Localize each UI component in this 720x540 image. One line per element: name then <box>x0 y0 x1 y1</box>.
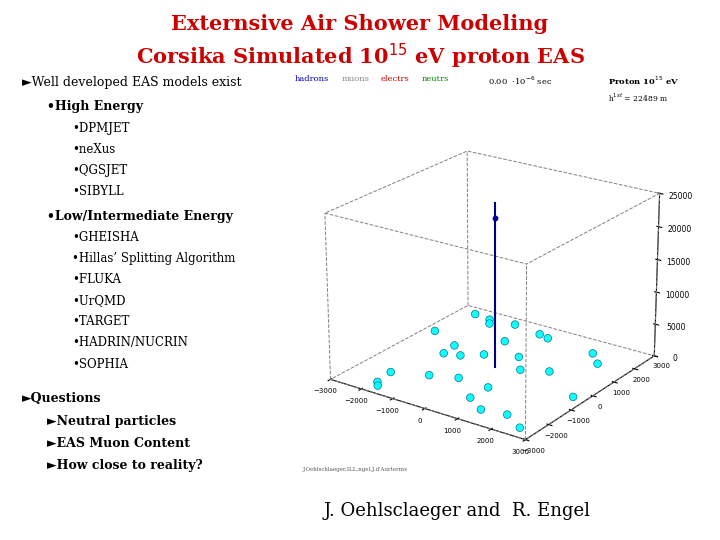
Text: •neXus: •neXus <box>72 143 115 156</box>
Text: ►Questions: ►Questions <box>22 393 101 406</box>
Text: Proton 10$^{15}$ eV: Proton 10$^{15}$ eV <box>608 75 680 87</box>
Text: ►EAS Muon Content: ►EAS Muon Content <box>47 437 190 450</box>
Text: ►Well developed EAS models exist: ►Well developed EAS models exist <box>22 76 241 89</box>
Text: •UrQMD: •UrQMD <box>72 294 125 307</box>
Text: Corsika Simulated 10$^{15}$ eV proton EAS: Corsika Simulated 10$^{15}$ eV proton EA… <box>135 42 585 71</box>
Text: •High Energy: •High Energy <box>47 100 143 113</box>
Text: •Hillas’ Splitting Algorithm: •Hillas’ Splitting Algorithm <box>72 252 235 265</box>
Text: •DPMJET: •DPMJET <box>72 122 130 134</box>
Text: J.Oehlschlaeger,ILL,ngel,J.d'Aurterms: J.Oehlschlaeger,ILL,ngel,J.d'Aurterms <box>302 467 408 472</box>
Text: •HADRIN/NUCRIN: •HADRIN/NUCRIN <box>72 336 188 349</box>
Text: ►Neutral particles: ►Neutral particles <box>47 415 176 428</box>
Text: electrs: electrs <box>380 75 409 83</box>
Text: h$^{1st}$ = 22489 m: h$^{1st}$ = 22489 m <box>608 92 669 104</box>
Text: •SIBYLL: •SIBYLL <box>72 185 124 198</box>
Text: •FLUKA: •FLUKA <box>72 273 121 286</box>
Text: •Low/Intermediate Energy: •Low/Intermediate Energy <box>47 210 233 222</box>
Text: muons: muons <box>341 75 369 83</box>
Text: J. Oehlsclaeger and  R. Engel: J. Oehlsclaeger and R. Engel <box>324 502 590 520</box>
Text: Externsive Air Shower Modeling: Externsive Air Shower Modeling <box>171 14 549 33</box>
Text: neutrs: neutrs <box>422 75 449 83</box>
Text: 0.00  $\cdot$10$^{-6}$ sec: 0.00 $\cdot$10$^{-6}$ sec <box>488 75 553 87</box>
Text: hadrons: hadrons <box>295 75 330 83</box>
Text: ►How close to reality?: ►How close to reality? <box>47 460 202 472</box>
Text: •SOPHIA: •SOPHIA <box>72 357 128 370</box>
Text: •GHEISHA: •GHEISHA <box>72 231 139 244</box>
Text: •TARGET: •TARGET <box>72 315 130 328</box>
Text: •QGSJET: •QGSJET <box>72 164 127 177</box>
